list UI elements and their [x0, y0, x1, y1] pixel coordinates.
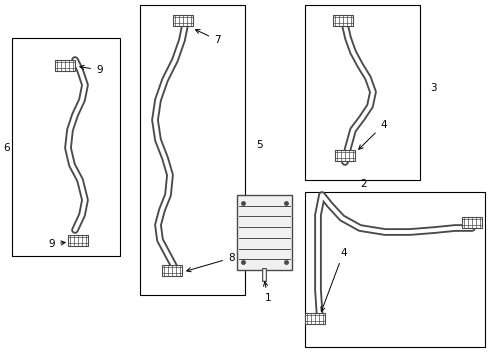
Text: 1: 1 [263, 282, 271, 303]
Text: 3: 3 [429, 83, 436, 93]
Text: 4: 4 [320, 248, 346, 311]
Bar [461, 216, 481, 228]
Bar [305, 192, 484, 347]
Text: 9: 9 [48, 239, 65, 249]
Bar [12, 38, 120, 256]
Bar [305, 312, 325, 324]
Bar [332, 14, 352, 26]
Bar [237, 195, 291, 270]
Text: 5: 5 [256, 140, 262, 150]
Bar [140, 5, 244, 295]
Bar [334, 149, 354, 161]
Text: 2: 2 [359, 179, 366, 189]
Text: 7: 7 [195, 30, 220, 45]
Bar [55, 59, 75, 71]
Bar [162, 265, 182, 275]
Text: 8: 8 [186, 253, 234, 272]
Bar [68, 234, 88, 246]
Text: 4: 4 [358, 120, 386, 149]
Bar [305, 5, 419, 180]
Text: 9: 9 [80, 65, 102, 75]
Text: 6: 6 [3, 143, 10, 153]
Bar [173, 14, 193, 26]
